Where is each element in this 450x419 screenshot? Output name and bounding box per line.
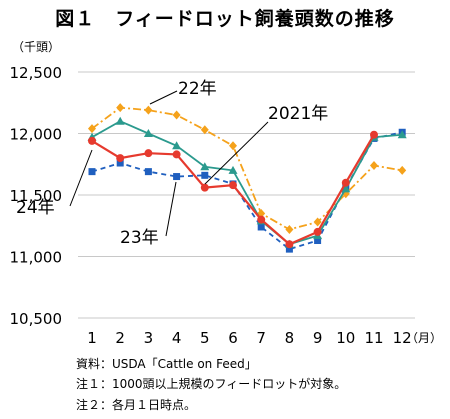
data-point (285, 224, 294, 234)
data-point (397, 130, 407, 139)
data-point (116, 154, 125, 163)
series-line (91, 106, 403, 231)
data-point (314, 237, 322, 245)
data-point (313, 227, 322, 236)
x-axis-unit-label: （月） (406, 331, 442, 345)
annotation-leader (69, 149, 93, 207)
data-point (172, 141, 182, 150)
y-tick-label: 11,000 (10, 249, 63, 267)
x-tick-label: 8 (285, 329, 295, 347)
series-line (91, 131, 403, 251)
data-point (398, 165, 407, 175)
data-point (88, 136, 96, 145)
series-annotation: 23年 (120, 228, 159, 248)
data-point (144, 168, 152, 176)
y-tick-label: 12,000 (10, 126, 63, 144)
x-tick-label: 4 (172, 329, 182, 347)
annotation-leader (149, 90, 178, 105)
data-point (200, 125, 209, 135)
footnote-2: 注２：各月１日時点。 (76, 398, 197, 412)
series-line (91, 120, 403, 246)
data-point (88, 124, 96, 134)
series-annotation: 2021年 (268, 104, 328, 124)
x-tick-label: 6 (228, 329, 238, 347)
data-point (200, 183, 209, 192)
data-point (370, 130, 378, 139)
x-tick-label: 12 (393, 329, 412, 347)
annotation-layer: 22年 2021年 24年 23年 (16, 79, 328, 248)
data-point (88, 168, 96, 176)
y-tick-label: 10,500 (10, 310, 63, 328)
data-point (257, 215, 266, 224)
x-tick-label: 10 (336, 329, 355, 347)
series-layer (87, 103, 407, 253)
y-tick-label: 12,500 (10, 64, 63, 82)
x-tick-label: 5 (200, 329, 210, 347)
x-tick-label: 2 (115, 329, 125, 347)
data-point (229, 141, 237, 151)
footnote-1: 注１：1000頭以上規模のフィードロットが対象。 (76, 377, 347, 391)
series-annotation: 22年 (178, 79, 217, 99)
data-point (341, 184, 351, 193)
y-tick-label: 11,500 (10, 187, 63, 205)
data-point (201, 171, 209, 179)
data-point (229, 181, 237, 190)
data-point (173, 173, 181, 181)
data-point (200, 162, 210, 171)
data-point (285, 245, 293, 253)
annotation-leader (204, 121, 269, 185)
data-point (341, 178, 350, 187)
data-point (116, 159, 124, 167)
data-point (144, 149, 153, 158)
x-tick-label: 11 (364, 329, 383, 347)
data-point (228, 165, 238, 174)
x-tick-label: 1 (87, 329, 97, 347)
data-point (172, 110, 181, 120)
x-tick-label: 7 (256, 329, 266, 347)
data-point (172, 150, 181, 159)
data-point (257, 223, 265, 231)
data-point (116, 103, 125, 113)
annotation-leader (165, 181, 177, 237)
data-point (115, 116, 125, 125)
x-tick-label: 9 (313, 329, 323, 347)
data-point (144, 105, 153, 115)
data-point (370, 160, 378, 170)
source-note: 資料：USDA「Cattle on Feed」 (76, 357, 257, 371)
chart-title: 図１ フィードロット飼養頭数の推移 (55, 8, 395, 30)
y-axis-unit-label: （千頭） (12, 40, 61, 54)
data-point (285, 240, 294, 249)
data-point (143, 129, 153, 137)
series-annotation: 24年 (16, 198, 55, 218)
x-tick-label: 3 (144, 329, 154, 347)
data-point (313, 217, 322, 227)
